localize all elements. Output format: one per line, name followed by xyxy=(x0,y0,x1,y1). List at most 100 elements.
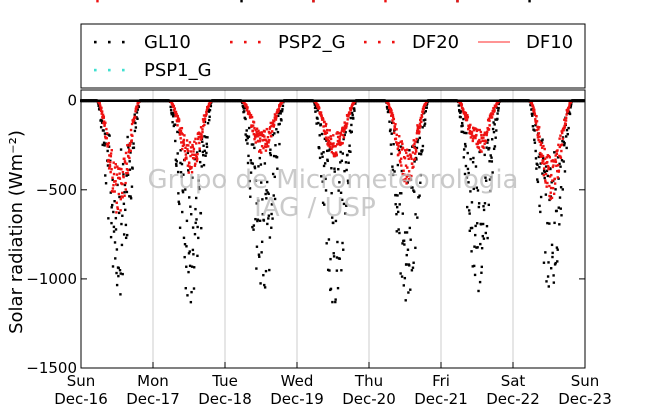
diffuse-point xyxy=(470,131,474,134)
gl10-point xyxy=(335,256,339,259)
diffuse-point xyxy=(418,130,421,133)
diffuse-point xyxy=(324,132,327,136)
diffuse-point xyxy=(191,153,194,156)
legend-swatch xyxy=(108,68,111,72)
gl10-point xyxy=(529,103,532,107)
gl10-point xyxy=(400,192,403,195)
diffuse-point xyxy=(123,161,127,164)
diffuse-point xyxy=(405,148,409,151)
gl10-point xyxy=(546,221,549,225)
diffuse-point xyxy=(390,114,393,117)
diffuse-point xyxy=(394,122,397,126)
diffuse-point xyxy=(544,181,547,184)
gl10-point xyxy=(534,149,537,153)
gl10-point xyxy=(416,138,420,141)
diffuse-point xyxy=(337,132,341,135)
diffuse-point xyxy=(487,117,491,120)
diffuse-point xyxy=(125,171,128,175)
legend-swatch xyxy=(258,40,261,44)
gl10-point xyxy=(556,260,559,263)
gl10-point xyxy=(338,257,341,260)
gl10-point xyxy=(425,106,428,109)
gl10-point xyxy=(188,196,191,199)
gl10-point xyxy=(490,156,493,159)
diffuse-point xyxy=(413,142,416,146)
diffuse-point xyxy=(121,196,124,199)
diffuse-point xyxy=(408,178,411,182)
gl10-point xyxy=(104,174,107,177)
diffuse-point xyxy=(335,132,338,135)
diffuse-point xyxy=(391,119,394,122)
gl10-point xyxy=(271,217,274,220)
diffuse-point xyxy=(267,145,270,148)
diffuse-point xyxy=(399,161,402,164)
diffuse-point xyxy=(105,127,108,131)
x-tick-label-date: Dec-16 xyxy=(54,390,108,408)
gl10-point xyxy=(262,219,266,222)
diffuse-point xyxy=(404,164,408,167)
gl10-point xyxy=(533,129,536,132)
gl10-point xyxy=(347,149,351,153)
diffuse-point xyxy=(115,173,119,176)
gl10-point xyxy=(134,121,137,125)
diffuse-point xyxy=(542,159,545,163)
gl10-point xyxy=(336,240,339,244)
diffuse-point xyxy=(466,113,469,117)
gl10-point xyxy=(552,281,556,284)
diffuse-point xyxy=(323,130,327,133)
legend-label: PSP2_G xyxy=(278,32,346,53)
gl10-point xyxy=(473,245,476,248)
diffuse-point xyxy=(481,139,484,143)
gl10-point xyxy=(330,191,333,195)
diffuse-point xyxy=(316,105,319,108)
gl10-point xyxy=(542,169,546,172)
gl10-point xyxy=(485,146,488,149)
diffuse-point xyxy=(399,157,403,160)
diffuse-point xyxy=(194,137,197,141)
gl10-point xyxy=(265,189,268,192)
diffuse-point xyxy=(124,181,127,185)
diffuse-point xyxy=(544,172,548,176)
diffuse-point xyxy=(123,194,126,197)
gl10-point xyxy=(549,195,552,198)
legend-swatch xyxy=(122,68,125,72)
diffuse-point xyxy=(178,128,181,132)
gl10-point xyxy=(392,143,395,146)
gl10-point xyxy=(125,190,129,194)
diffuse-point xyxy=(113,190,116,193)
gl10-point xyxy=(492,130,496,134)
gl10-point xyxy=(341,152,345,155)
diffuse-point xyxy=(113,166,117,169)
gl10-point xyxy=(254,179,258,182)
gl10-point xyxy=(263,283,266,287)
gl10-point xyxy=(187,252,191,255)
diffuse-point xyxy=(412,165,415,169)
gl10-point xyxy=(263,286,267,289)
gl10-point xyxy=(316,109,319,112)
gl10-point xyxy=(412,189,415,192)
gl10-point xyxy=(254,217,257,221)
diffuse-point xyxy=(107,141,110,145)
gl10-point xyxy=(245,138,248,142)
gl10-point xyxy=(281,104,285,108)
gl10-point xyxy=(197,186,201,189)
y-tick-label: −1000 xyxy=(26,270,77,288)
gl10-point xyxy=(258,156,262,160)
gl10-point xyxy=(544,165,548,168)
gl10-point xyxy=(561,188,564,191)
diffuse-point xyxy=(123,160,127,163)
diffuse-point xyxy=(405,182,408,185)
diffuse-point xyxy=(413,146,416,149)
diffuse-point xyxy=(270,135,273,138)
gl10-point xyxy=(102,141,106,144)
diffuse-point xyxy=(195,159,199,163)
gl10-point xyxy=(477,202,481,205)
gl10-point xyxy=(279,109,282,113)
diffuse-point xyxy=(402,169,405,172)
gl10-point xyxy=(418,136,422,140)
diffuse-point xyxy=(345,126,348,129)
gl10-point xyxy=(324,177,327,181)
gl10-point xyxy=(390,132,393,135)
gl10-point xyxy=(204,154,207,157)
diffuse-point xyxy=(545,156,548,159)
